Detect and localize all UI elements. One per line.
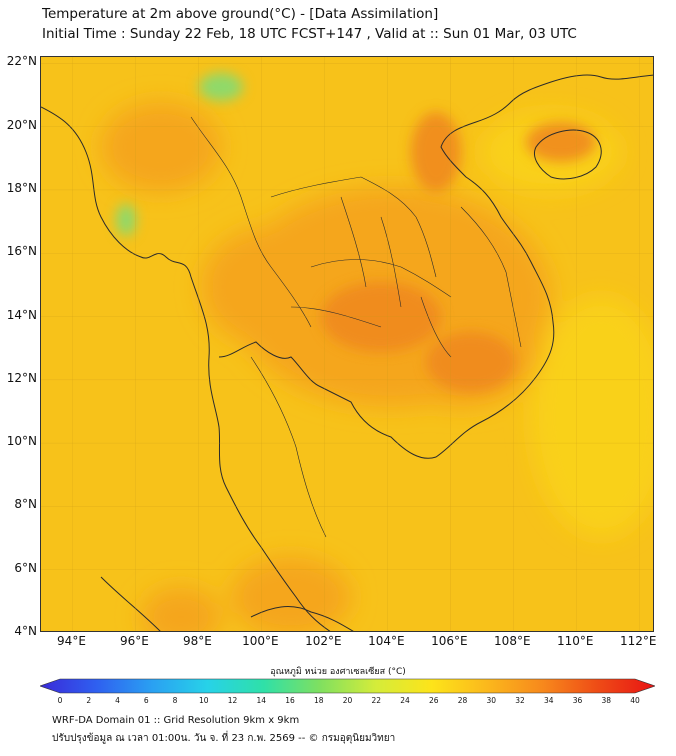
coastlines xyxy=(41,74,653,631)
colorbar-title: อุณหภูมิ หน่วย องศาเซลเซียส (°C) xyxy=(270,667,406,677)
colorbar-tick: 34 xyxy=(543,696,554,705)
warm-zone-central-thailand xyxy=(201,227,341,347)
lat-label: 8°N xyxy=(14,497,37,512)
colorbar-tick: 10 xyxy=(198,696,209,705)
lat-label: 4°N xyxy=(14,624,37,638)
colorbar-tick: 14 xyxy=(256,696,267,705)
colorbar-tick: 24 xyxy=(400,696,410,705)
lon-label: 108°E xyxy=(494,634,531,648)
colorbar-gradient xyxy=(40,678,655,694)
lat-label: 22°N xyxy=(6,54,37,69)
colorbar-tick: 30 xyxy=(486,696,497,705)
lon-label: 110°E xyxy=(557,634,594,648)
map-canvas xyxy=(41,57,653,631)
warm-zone-sumatra xyxy=(141,587,221,631)
warm-zone-myanmar-north xyxy=(101,102,221,192)
colorbar-tick: 40 xyxy=(630,696,640,705)
lon-label: 102°E xyxy=(305,634,342,648)
lat-label: 20°N xyxy=(6,117,37,132)
lat-label: 14°N xyxy=(6,307,37,322)
lon-label: 98°E xyxy=(182,634,212,648)
yellow-zone-south-china-sea xyxy=(531,297,653,537)
cool-spot-arakan xyxy=(116,204,136,236)
lon-label: 112°E xyxy=(620,634,657,648)
colorbar-tick: 22 xyxy=(371,696,382,705)
lon-label: 104°E xyxy=(368,634,405,648)
colorbar-tick: 20 xyxy=(342,696,353,705)
lat-label: 6°N xyxy=(14,560,37,575)
hot-spot-red-river xyxy=(411,112,461,192)
chart-title: Temperature at 2m above ground(°C) - [Da… xyxy=(42,6,439,22)
colorbar-tick: 38 xyxy=(601,696,612,705)
lat-label: 18°N xyxy=(6,180,37,195)
malay-coastline xyxy=(100,576,354,631)
colorbar-tick: 2 xyxy=(86,696,92,705)
colorbar-tick: 8 xyxy=(172,696,178,705)
mainland-coastline xyxy=(41,74,653,631)
colorbar-tick: 0 xyxy=(57,696,63,705)
hot-spot-central xyxy=(321,282,441,352)
lat-label: 16°N xyxy=(6,244,37,259)
hainan-coastline xyxy=(534,129,602,180)
colorbar-tick: 28 xyxy=(457,696,468,705)
colorbar-tick: 32 xyxy=(515,696,525,705)
colorbar-tick: 16 xyxy=(285,696,295,705)
graticule xyxy=(41,57,653,631)
footer-model-info: WRF-DA Domain 01 :: Grid Resolution 9km … xyxy=(52,715,300,726)
lon-label: 94°E xyxy=(57,634,86,648)
lon-label: 106°E xyxy=(431,634,468,648)
chart-subtitle: Initial Time : Sunday 22 Feb, 18 UTC FCS… xyxy=(42,26,577,42)
colorbar xyxy=(40,678,655,694)
cool-spot-north xyxy=(199,73,243,101)
footer-update-info: ปรับปรุงข้อมูล ณ เวลา 01:00น. วัน จ. ที่… xyxy=(52,733,396,744)
hot-spot-hainan xyxy=(526,122,596,162)
colorbar-tick: 26 xyxy=(428,696,439,705)
colorbar-tick: 18 xyxy=(313,696,324,705)
colorbar-tick: 4 xyxy=(115,696,120,705)
lat-label: 12°N xyxy=(6,370,37,385)
colorbar-tick: 6 xyxy=(143,696,149,705)
lon-label: 96°E xyxy=(120,634,149,648)
temperature-map xyxy=(40,56,654,632)
lon-label: 100°E xyxy=(242,634,279,648)
hot-spot-cambodia xyxy=(426,332,516,392)
colorbar-tick: 12 xyxy=(227,696,238,705)
province-borders xyxy=(190,116,522,538)
colorbar-tick: 36 xyxy=(572,696,583,705)
lat-label: 10°N xyxy=(6,434,37,449)
border-lines xyxy=(190,116,522,538)
